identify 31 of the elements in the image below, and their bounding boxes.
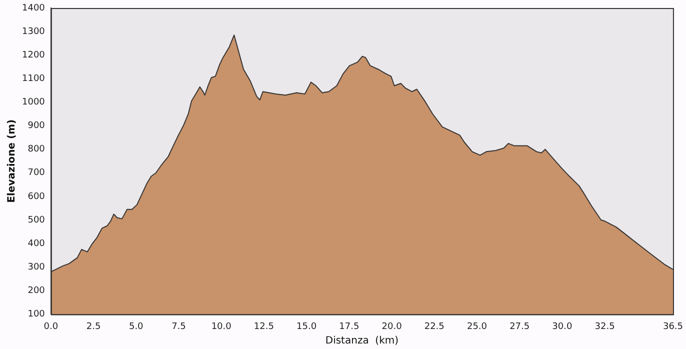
x-tick-label: 27.5 bbox=[510, 322, 530, 332]
y-tick-label: 1300 bbox=[22, 26, 46, 37]
y-tick-label: 700 bbox=[28, 168, 46, 178]
x-tick-label: 32.5 bbox=[594, 322, 615, 332]
x-tick-label: 22.5 bbox=[424, 322, 444, 332]
y-tick-label: 1400 bbox=[22, 3, 46, 14]
y-tick-label: 300 bbox=[28, 262, 46, 272]
x-tick-label: 36.5 bbox=[662, 322, 684, 332]
y-tick-label: 400 bbox=[28, 238, 46, 249]
x-tick-label: 7.5 bbox=[172, 322, 186, 332]
x-tick-label: 20.0 bbox=[382, 322, 402, 332]
x-tick-label: 17.5 bbox=[339, 322, 360, 332]
y-tick-label: 100 bbox=[28, 310, 46, 320]
y-tick-label: 1200 bbox=[22, 50, 46, 60]
y-tick-label: 200 bbox=[28, 286, 46, 296]
x-tick-label: 25.0 bbox=[466, 322, 488, 332]
x-tick-label: 0.0 bbox=[44, 322, 58, 332]
y-tick-label: 900 bbox=[28, 121, 46, 132]
x-tick-label: 2.5 bbox=[86, 322, 101, 332]
x-tick-label: 30.0 bbox=[552, 322, 572, 332]
y-tick-label: 1000 bbox=[22, 98, 46, 108]
x-tick-label: 15.0 bbox=[296, 322, 317, 332]
y-tick-label: 1100 bbox=[22, 74, 46, 84]
x-tick-label: 12.5 bbox=[254, 322, 274, 332]
x-tick-label: 5.0 bbox=[128, 322, 144, 332]
x-axis-title: Distanza (km) bbox=[325, 336, 399, 347]
y-tick-label: 800 bbox=[28, 144, 46, 155]
y-tick-label: 500 bbox=[28, 215, 46, 226]
y-tick-label: 600 bbox=[28, 192, 46, 202]
x-tick-label: 10.0 bbox=[211, 322, 232, 332]
y-axis-title: Elevazione (m) bbox=[6, 119, 18, 203]
